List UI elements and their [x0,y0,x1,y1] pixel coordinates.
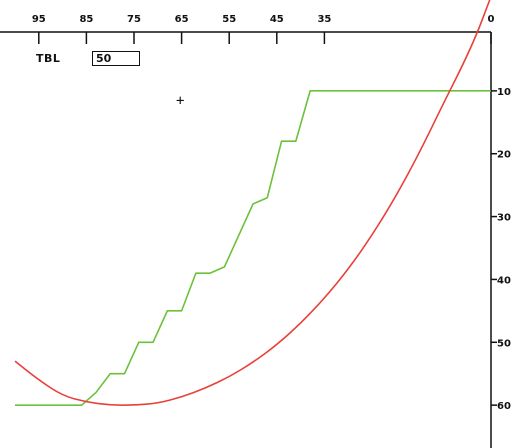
axes: 95 85 75 65 55 45 35 0 10 20 30 40 50 60 [0,14,511,448]
y-tick-label: 50 [497,338,511,349]
x-tick-label: 45 [270,14,284,25]
x-tick-label: 95 [32,14,46,25]
tbl-input[interactable] [92,51,140,66]
y-tick-label: 10 [497,87,511,98]
x-tick-label: 65 [175,14,189,25]
red-series-line [14,0,491,406]
x-tick-label: 35 [317,14,331,25]
y-tick-label: 30 [497,213,511,224]
y-tick-label: 20 [497,150,511,161]
series-layer [14,0,491,406]
x-tick-label: 85 [79,14,93,25]
y-tick-label: 60 [497,401,511,412]
tbl-label: TBL [36,52,61,65]
x-tick-label: 55 [222,14,236,25]
x-tick-label: 0 [488,14,495,25]
green-series-line [15,90,491,406]
y-tick-label: 40 [497,275,511,286]
crosshair-cursor-icon: + [176,93,185,109]
x-tick-label: 75 [127,14,141,25]
